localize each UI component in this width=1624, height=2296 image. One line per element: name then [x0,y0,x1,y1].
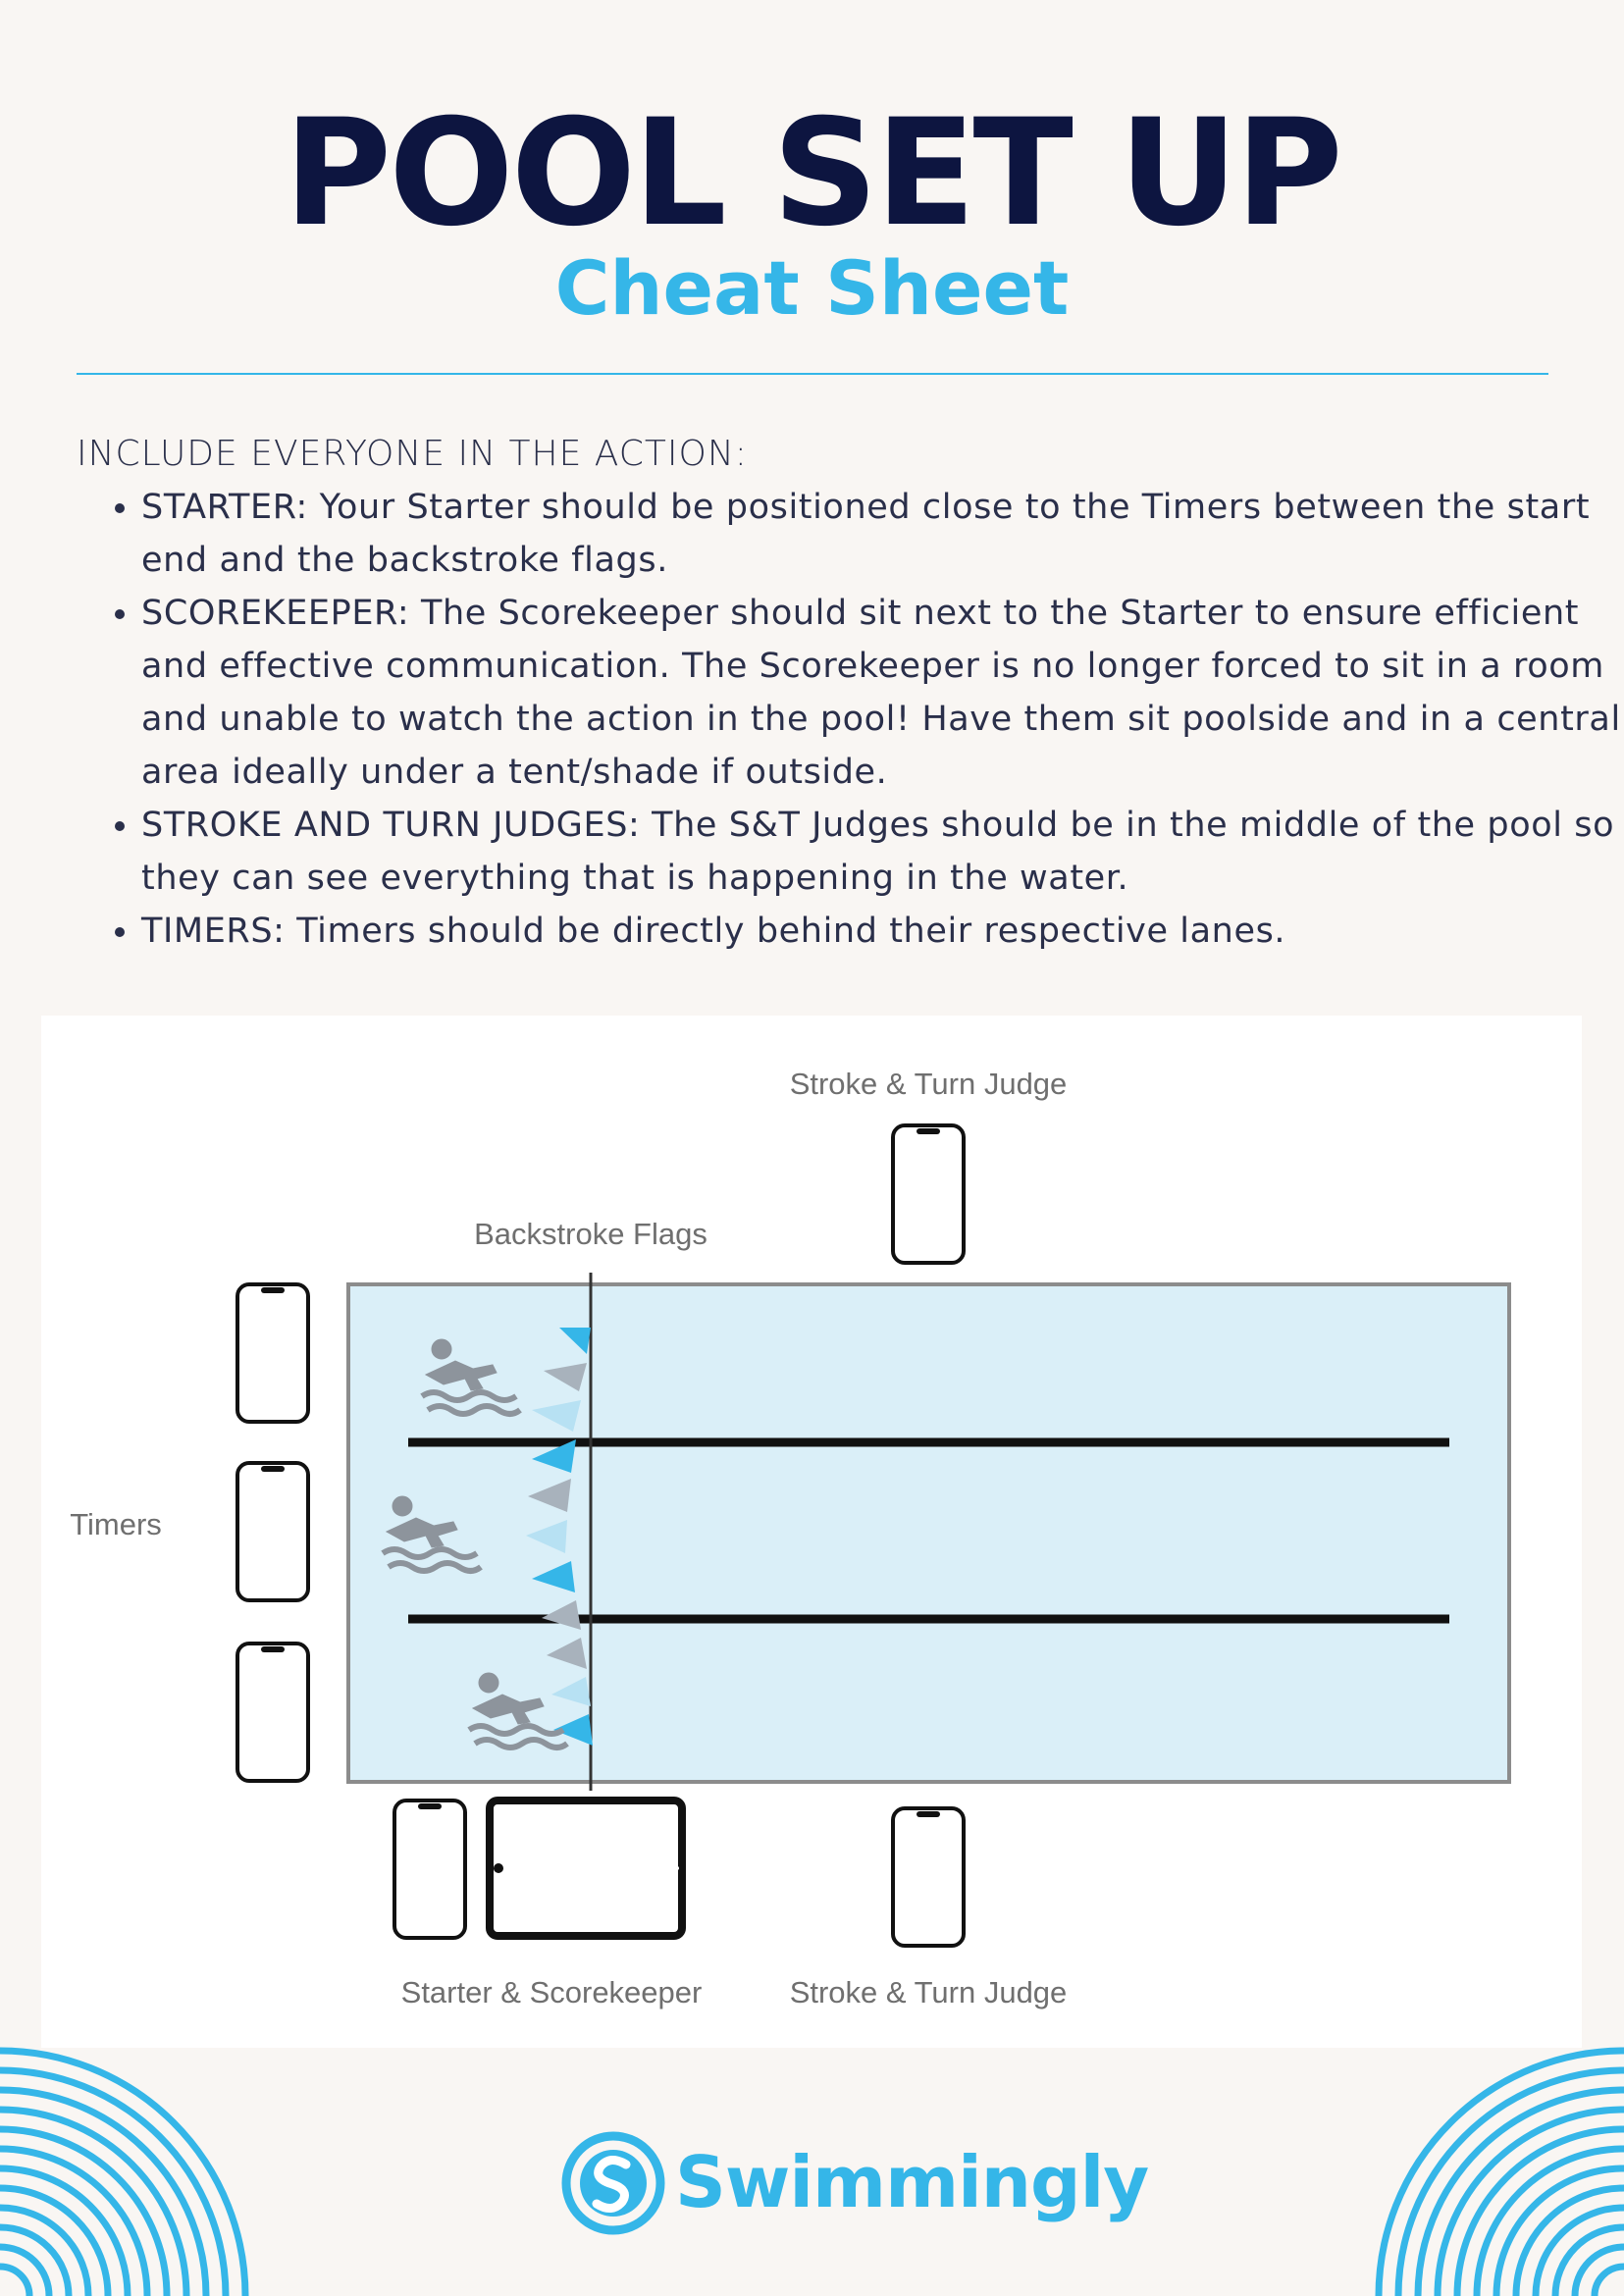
corner-arcs-left [0,2047,249,2296]
brand-name: Swimmingly [675,2141,1149,2223]
list-item-stroke-turn-judges: STROKE AND TURN JUDGES: The S&T Judges s… [141,799,1624,905]
stroke-turn-judge-phone-icon [891,1123,966,1265]
timer-phone-icon [236,1282,310,1424]
page-title: POOL SET UP [284,88,1343,259]
list-item-scorekeeper: SCOREKEEPER: The Scorekeeper should sit … [141,587,1624,799]
corner-arcs-right [1375,2047,1624,2296]
scorekeeper-tablet-icon [486,1797,686,1940]
starter-phone-icon [393,1799,467,1940]
label-backstroke-flags: Backstroke Flags [474,1217,707,1251]
brand-logo: Swimmingly [559,2129,1149,2237]
pool-diagram: Stroke & Turn Judge Backstroke Flags Tim… [41,1016,1582,2048]
timer-phone-icon [236,1461,310,1602]
intro-heading: INCLUDE EVERYONE IN THE ACTION: [77,434,748,474]
pool-diagram-svg: Stroke & Turn Judge Backstroke Flags Tim… [70,1067,1511,2009]
swimmingly-logo-icon [561,2131,665,2235]
label-starter-scorekeeper: Starter & Scorekeeper [401,1975,703,2009]
page-subtitle: Cheat Sheet [554,244,1070,332]
timer-phone-icon [236,1642,310,1783]
label-timers: Timers [70,1507,162,1541]
list-item-timers: TIMERS: Timers should be directly behind… [141,905,1624,958]
divider [77,373,1548,375]
backstroke-flags [526,1328,593,1746]
label-stroke-turn-judge-bottom: Stroke & Turn Judge [790,1975,1068,2009]
label-stroke-turn-judge-top: Stroke & Turn Judge [790,1067,1068,1101]
list-item-starter: STARTER: Your Starter should be position… [141,481,1624,587]
stroke-turn-judge-phone-icon [891,1806,966,1948]
role-list: STARTER: Your Starter should be position… [77,481,1624,958]
